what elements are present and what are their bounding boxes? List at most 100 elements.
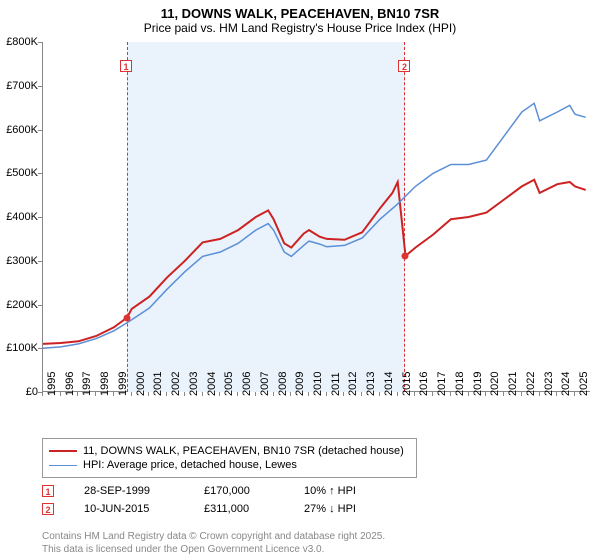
chart-container: 11, DOWNS WALK, PEACEHAVEN, BN10 7SR Pri… — [0, 0, 600, 560]
y-tick-mark — [38, 261, 42, 262]
x-tick-label: 1999 — [117, 372, 129, 396]
x-tick-label: 2009 — [294, 372, 306, 396]
legend-item: HPI: Average price, detached house, Lewe… — [49, 459, 410, 471]
sale-event-row: 210-JUN-2015£311,00027% ↓ HPI — [42, 500, 356, 518]
sale-event-number: 2 — [42, 503, 54, 515]
x-tick-mark — [273, 392, 274, 396]
x-tick-label: 2006 — [241, 372, 253, 396]
sale-event-note: 10% ↑ HPI — [304, 485, 356, 497]
x-tick-label: 2014 — [383, 372, 395, 396]
sale-event-row: 1 28-SEP-1999£170,00010% ↑ HPI — [42, 482, 356, 500]
x-tick-mark — [397, 392, 398, 396]
x-tick-mark — [237, 392, 238, 396]
sale-event-price: £170,000 — [204, 485, 304, 497]
y-tick-mark — [38, 42, 42, 43]
sale-events: 1 28-SEP-1999£170,00010% ↑ HPI 2 10-JUN-201… — [42, 482, 356, 518]
x-tick-mark — [379, 392, 380, 396]
x-tick-mark — [574, 392, 575, 396]
x-tick-mark — [468, 392, 469, 396]
x-tick-mark — [202, 392, 203, 396]
title-address: 11, DOWNS WALK, PEACEHAVEN, BN10 7SR — [0, 6, 600, 21]
title-subtitle: Price paid vs. HM Land Registry's House … — [0, 21, 600, 35]
sale-event-date: 28-SEP-1999 — [84, 485, 204, 497]
legend-swatch — [49, 465, 77, 466]
y-tick-label: £700K — [6, 80, 38, 92]
x-tick-label: 2013 — [365, 372, 377, 396]
x-tick-label: 2019 — [472, 372, 484, 396]
y-tick-label: £600K — [6, 124, 38, 136]
y-tick-label: £800K — [6, 36, 38, 48]
title-block: 11, DOWNS WALK, PEACEHAVEN, BN10 7SR Pri… — [0, 0, 600, 37]
x-tick-mark — [361, 392, 362, 396]
x-tick-label: 2010 — [312, 372, 324, 396]
x-tick-mark — [184, 392, 185, 396]
x-tick-label: 2001 — [152, 372, 164, 396]
footer-line-1: Contains HM Land Registry data © Crown c… — [42, 531, 385, 544]
y-tick-mark — [38, 305, 42, 306]
y-tick-label: £100K — [6, 342, 38, 354]
y-tick-label: £400K — [6, 211, 38, 223]
x-tick-mark — [503, 392, 504, 396]
x-tick-label: 2018 — [454, 372, 466, 396]
x-tick-label: 2007 — [259, 372, 271, 396]
x-tick-label: 2020 — [489, 372, 501, 396]
line-series-svg — [43, 42, 591, 392]
y-tick-label: £0 — [26, 386, 38, 398]
x-tick-mark — [42, 392, 43, 396]
x-tick-label: 2008 — [277, 372, 289, 396]
x-tick-label: 2002 — [170, 372, 182, 396]
legend-item: 11, DOWNS WALK, PEACEHAVEN, BN10 7SR (de… — [49, 445, 410, 457]
x-tick-label: 1996 — [64, 372, 76, 396]
sale-marker-dot — [402, 252, 409, 259]
sale-event-date: 10-JUN-2015 — [84, 503, 204, 515]
sale-event-number: 1 — [42, 485, 54, 497]
x-tick-mark — [95, 392, 96, 396]
x-tick-label: 1997 — [81, 372, 93, 396]
x-tick-label: 2000 — [135, 372, 147, 396]
x-tick-mark — [308, 392, 309, 396]
x-tick-mark — [450, 392, 451, 396]
x-tick-mark — [77, 392, 78, 396]
x-tick-mark — [131, 392, 132, 396]
x-tick-mark — [255, 392, 256, 396]
y-tick-mark — [38, 130, 42, 131]
y-tick-mark — [38, 217, 42, 218]
series-hpi — [43, 103, 586, 348]
sale-event-note: 27% ↓ HPI — [304, 503, 356, 515]
y-tick-mark — [38, 173, 42, 174]
x-tick-mark — [432, 392, 433, 396]
x-tick-mark — [148, 392, 149, 396]
x-tick-label: 2011 — [330, 372, 342, 396]
x-tick-label: 2004 — [206, 372, 218, 396]
footer-line-2: This data is licensed under the Open Gov… — [42, 544, 385, 557]
x-tick-label: 2005 — [223, 372, 235, 396]
y-tick-mark — [38, 86, 42, 87]
sale-marker-dot — [124, 314, 131, 321]
x-tick-label: 1995 — [46, 372, 58, 396]
x-tick-label: 2003 — [188, 372, 200, 396]
x-tick-label: 1998 — [99, 372, 111, 396]
x-tick-label: 2021 — [507, 372, 519, 396]
x-tick-label: 2012 — [347, 372, 359, 396]
legend-label: HPI: Average price, detached house, Lewe… — [83, 459, 297, 471]
y-tick-label: £500K — [6, 167, 38, 179]
x-tick-mark — [60, 392, 61, 396]
legend-box: 11, DOWNS WALK, PEACEHAVEN, BN10 7SR (de… — [42, 438, 417, 478]
x-tick-mark — [166, 392, 167, 396]
y-tick-mark — [38, 348, 42, 349]
x-tick-label: 2023 — [543, 372, 555, 396]
x-tick-mark — [113, 392, 114, 396]
x-tick-label: 2025 — [578, 372, 590, 396]
x-tick-mark — [539, 392, 540, 396]
x-tick-mark — [290, 392, 291, 396]
chart-area: £0£100K£200K£300K£400K£500K£600K£700K£80… — [42, 42, 590, 392]
x-tick-mark — [343, 392, 344, 396]
x-tick-mark — [556, 392, 557, 396]
plot-region — [42, 42, 590, 392]
x-tick-label: 2024 — [560, 372, 572, 396]
legend-label: 11, DOWNS WALK, PEACEHAVEN, BN10 7SR (de… — [83, 445, 404, 457]
legend-swatch — [49, 450, 77, 452]
sale-marker-label: 2 — [398, 60, 410, 72]
x-tick-mark — [485, 392, 486, 396]
x-tick-label: 2022 — [525, 372, 537, 396]
